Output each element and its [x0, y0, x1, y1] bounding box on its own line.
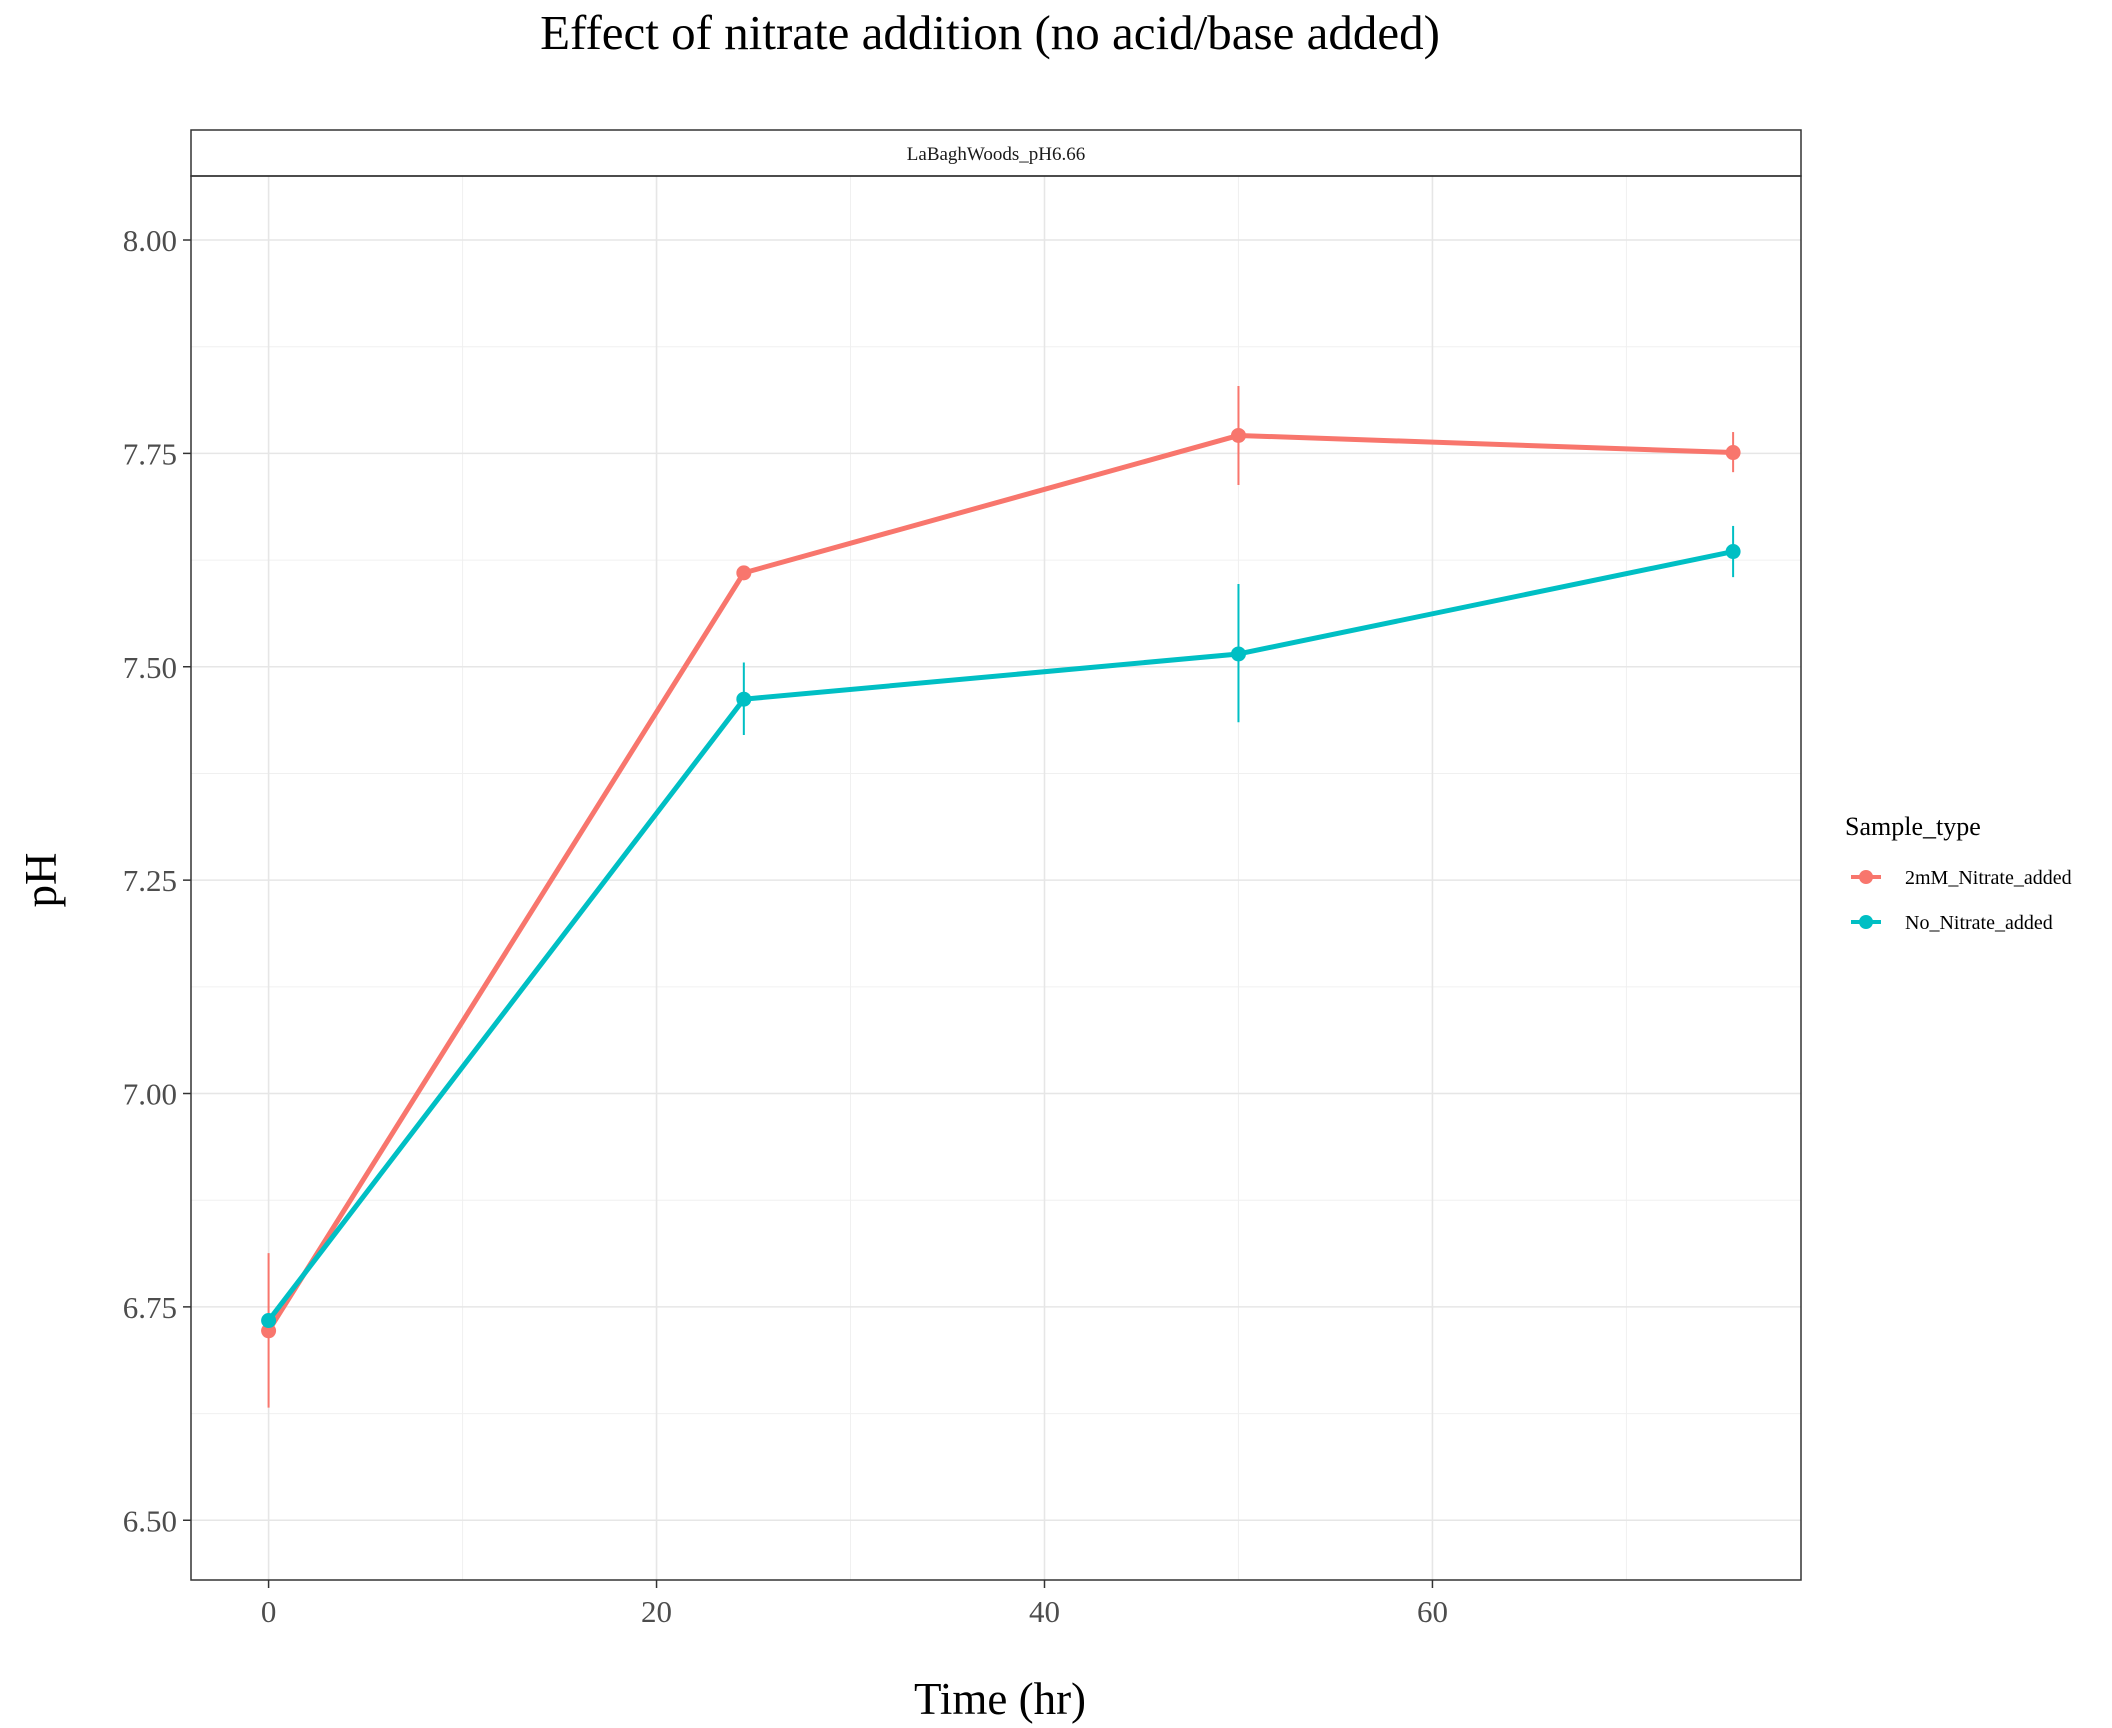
y-tick-label: 8.00 [123, 223, 177, 258]
y-tick-label: 7.00 [123, 1077, 177, 1112]
chart-title: Effect of nitrate addition (no acid/base… [540, 5, 1440, 60]
facet-label: LaBaghWoods_pH6.66 [907, 144, 1085, 165]
data-point [1230, 646, 1246, 662]
legend-key-point [1859, 915, 1873, 929]
x-tick-label: 20 [641, 1594, 672, 1629]
series-layer [261, 385, 1741, 1408]
y-tick-label: 7.75 [123, 436, 177, 471]
panel-border [190, 175, 1802, 1581]
legend-label: No_Nitrate_added [1905, 912, 2053, 934]
data-point [1725, 544, 1741, 560]
legend-item-no-nitrate: No_Nitrate_added [1851, 912, 2053, 934]
x-axis-label: Time (hr) [914, 1674, 1086, 1724]
y-tick-label: 6.50 [123, 1503, 177, 1538]
y-tick-label: 7.25 [123, 863, 177, 898]
y-tick-label: 7.50 [123, 650, 177, 685]
series-No_Nitrate_added [261, 525, 1741, 1329]
legend-label: 2mM_Nitrate_added [1905, 867, 2072, 889]
legend-title: Sample_type [1845, 812, 1981, 841]
x-tick-label: 40 [1029, 1594, 1060, 1629]
data-point [261, 1313, 277, 1329]
series-line [266, 549, 1734, 1323]
x-tick-label: 0 [261, 1594, 277, 1629]
series-line [266, 432, 1734, 1333]
x-tick-label: 60 [1417, 1594, 1448, 1629]
data-point [1725, 445, 1741, 461]
y-axis-label: pH [16, 853, 66, 908]
data-point [736, 691, 752, 707]
facet-strip [190, 129, 1802, 177]
legend-item-2mm-nitrate: 2mM_Nitrate_added [1851, 867, 2072, 889]
data-point [736, 565, 752, 581]
legend-key-point [1859, 870, 1873, 884]
axes: 0 20 40 60 6.50 6.75 7.00 7.25 7.50 7.75 8.00 [123, 223, 1448, 1629]
y-tick-label: 6.75 [123, 1290, 177, 1325]
data-point [1230, 427, 1246, 443]
legend: Sample_type 2mM_Nitrate_added No_Nitrate… [1845, 812, 2072, 934]
grid [191, 176, 1801, 1580]
